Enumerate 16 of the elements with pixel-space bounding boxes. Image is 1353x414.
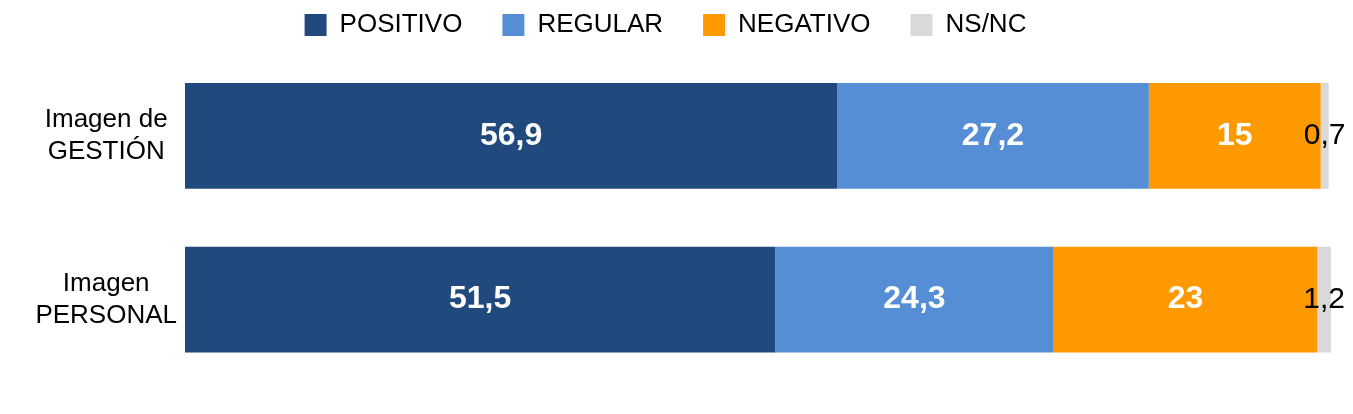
bar <box>185 246 776 353</box>
data-label: 56,9 <box>479 115 543 152</box>
bar <box>775 246 1054 353</box>
legend-label: POSITIVO <box>339 8 463 39</box>
bar <box>837 83 1149 189</box>
data-label: 15 <box>1216 115 1253 152</box>
data-label: 23 <box>1167 279 1204 316</box>
y-tick-label: Imagen PERSONAL <box>35 266 177 330</box>
data-label: 51,5 <box>448 279 512 316</box>
legend-label: NS/NC <box>945 8 1027 39</box>
legend-label: NEGATIVO <box>738 8 871 39</box>
y-tick-label: Imagen de GESTIÓN <box>44 102 168 166</box>
data-label: 24,3 <box>883 279 946 316</box>
bar <box>185 83 838 189</box>
legend-label: REGULAR <box>537 8 664 39</box>
data-label: 27,2 <box>961 115 1025 152</box>
